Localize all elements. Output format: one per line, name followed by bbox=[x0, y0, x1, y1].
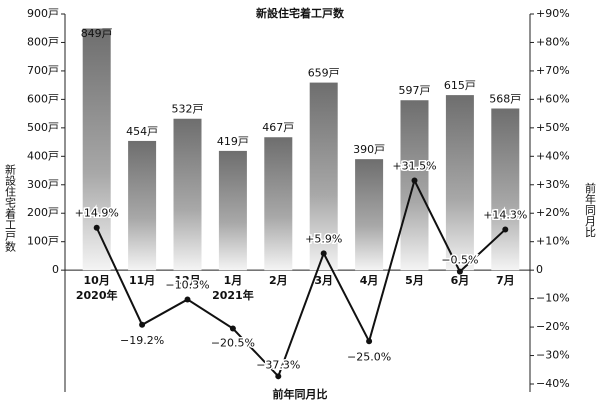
bar-value-label: 615戸 bbox=[444, 79, 476, 92]
x-tick-label: 12月 bbox=[174, 274, 200, 287]
line-annotation: 前年同月比 bbox=[273, 387, 328, 401]
line-value-label: −0.5% bbox=[441, 254, 478, 267]
bar-value-label: 467戸 bbox=[262, 121, 294, 134]
y2-tick-label: −40% bbox=[536, 377, 570, 390]
bar bbox=[82, 28, 111, 271]
y-tick-label: 800戸 bbox=[27, 35, 59, 48]
bar bbox=[173, 118, 202, 271]
bar-value-label: 659戸 bbox=[308, 67, 340, 80]
y-tick-label: 900戸 bbox=[27, 7, 59, 20]
line-point bbox=[275, 373, 282, 380]
bar-value-label: 532戸 bbox=[172, 103, 204, 116]
bar bbox=[445, 95, 474, 271]
bar bbox=[264, 137, 293, 271]
line-value-label: −19.2% bbox=[120, 334, 164, 347]
x-tick-sublabel: 2020年 bbox=[76, 288, 118, 302]
bar bbox=[400, 100, 429, 271]
y2-tick-label: +50% bbox=[536, 121, 570, 134]
y2-tick-label: +60% bbox=[536, 92, 570, 105]
y2-tick-label: +90% bbox=[536, 7, 570, 20]
line-point bbox=[139, 321, 146, 328]
y2-tick-label: +80% bbox=[536, 35, 570, 48]
y-tick-label: 200戸 bbox=[27, 206, 59, 219]
y-tick-label: 700戸 bbox=[27, 64, 59, 77]
bar bbox=[309, 82, 338, 271]
y2-tick-label: 0 bbox=[536, 263, 543, 276]
x-tick-sublabel: 2021年 bbox=[212, 288, 254, 302]
y2-tick-label: +70% bbox=[536, 64, 570, 77]
line bbox=[95, 177, 506, 379]
y2-tick-label: −30% bbox=[536, 349, 570, 362]
line-value-label: −25.0% bbox=[347, 350, 391, 363]
y-tick-label: 400戸 bbox=[27, 149, 59, 162]
y-tick-label: 600戸 bbox=[27, 92, 59, 105]
line-point bbox=[184, 296, 191, 303]
line-value-label: +31.5% bbox=[392, 160, 436, 173]
bar-value-label: 419戸 bbox=[217, 135, 249, 148]
y-tick-label: 300戸 bbox=[27, 178, 59, 191]
y2-axis-label: 前年同月比 bbox=[584, 181, 597, 237]
x-tick-label: 4月 bbox=[360, 274, 379, 287]
bar-value-label: 597戸 bbox=[399, 84, 431, 97]
x-tick-label: 3月 bbox=[314, 274, 333, 287]
bar bbox=[128, 140, 157, 271]
x-tick-label: 10月 bbox=[84, 274, 110, 287]
bar-value-label: 849戸 bbox=[81, 27, 113, 40]
bar bbox=[218, 150, 247, 271]
line-value-label: +14.9% bbox=[75, 207, 119, 220]
x-tick-label: 1月 bbox=[224, 274, 243, 287]
line-point bbox=[411, 177, 418, 184]
bar-value-label: 454戸 bbox=[126, 125, 158, 138]
line-value-label: −37.3% bbox=[256, 358, 300, 371]
line-point bbox=[366, 338, 373, 345]
line-value-label: +14.3% bbox=[483, 208, 527, 221]
line-value-label: −10.3% bbox=[165, 278, 209, 291]
x-tick-label: 11月 bbox=[129, 274, 155, 287]
y2-tick-label: +20% bbox=[536, 206, 570, 219]
y2-tick-label: +10% bbox=[536, 235, 570, 248]
bar-value-label: 568戸 bbox=[489, 92, 521, 105]
bar bbox=[355, 159, 384, 271]
y-tick-label: 0 bbox=[52, 263, 59, 276]
x-tick-label: 5月 bbox=[405, 274, 424, 287]
bar bbox=[491, 108, 520, 271]
line-point bbox=[502, 226, 509, 233]
y2-tick-label: +40% bbox=[536, 149, 570, 162]
line-value-label: +5.9% bbox=[305, 232, 342, 245]
line-point bbox=[456, 268, 463, 275]
x-tick-label: 6月 bbox=[451, 274, 470, 287]
x-tick-label: 7月 bbox=[496, 274, 515, 287]
y-axis-label: 新設住宅着工戸数 bbox=[4, 163, 17, 253]
x-tick-label: 2月 bbox=[269, 274, 288, 287]
chart-title: 新設住宅着工戸数 bbox=[256, 6, 345, 20]
y2-tick-label: −20% bbox=[536, 320, 570, 333]
line-point bbox=[93, 224, 100, 231]
y-tick-label: 500戸 bbox=[27, 121, 59, 134]
line-point bbox=[320, 250, 327, 257]
line-point bbox=[229, 325, 236, 332]
bar-value-label: 390戸 bbox=[353, 143, 385, 156]
line-value-label: −20.5% bbox=[211, 337, 255, 350]
y2-tick-label: −10% bbox=[536, 292, 570, 305]
y2-tick-label: +30% bbox=[536, 178, 570, 191]
y-tick-label: 100戸 bbox=[27, 235, 59, 248]
